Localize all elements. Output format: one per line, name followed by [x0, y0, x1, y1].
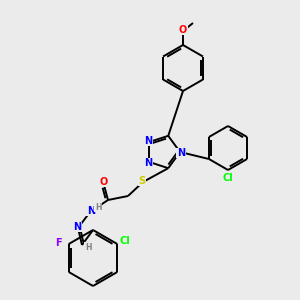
- Text: Cl: Cl: [223, 173, 233, 183]
- Text: Cl: Cl: [120, 236, 130, 246]
- Text: N: N: [144, 158, 152, 168]
- Text: F: F: [56, 238, 62, 248]
- Text: S: S: [138, 176, 146, 186]
- Text: N: N: [73, 222, 81, 232]
- Text: H: H: [85, 242, 91, 251]
- Text: N: N: [144, 136, 152, 146]
- Text: N: N: [177, 148, 185, 158]
- Text: O: O: [179, 25, 187, 35]
- Text: H: H: [95, 202, 101, 211]
- Text: N: N: [87, 206, 95, 216]
- Text: O: O: [100, 177, 108, 187]
